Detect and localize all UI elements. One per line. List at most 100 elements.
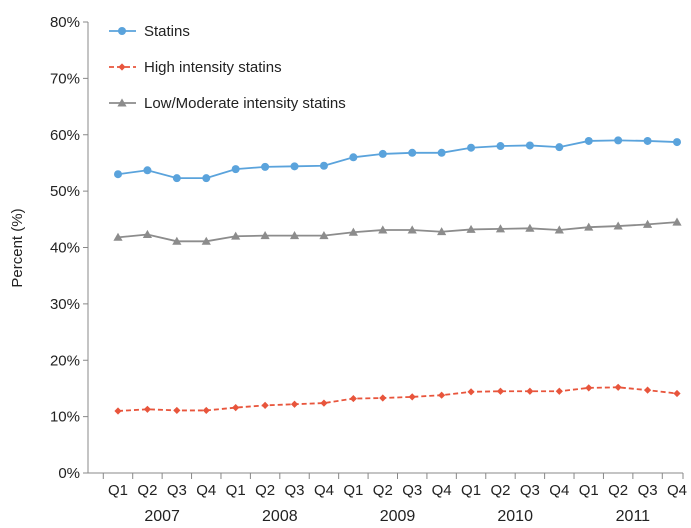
data-point bbox=[437, 148, 446, 157]
data-point bbox=[408, 393, 416, 401]
data-point bbox=[585, 384, 593, 392]
y-axis-ticks: 0% 10% 20% 30% 40% 50% 60% 70% 80% bbox=[50, 14, 88, 482]
x-tick-label: Q2 bbox=[373, 482, 393, 499]
data-point bbox=[613, 221, 623, 230]
x-tick-label: Q1 bbox=[343, 482, 363, 499]
data-point bbox=[290, 400, 299, 408]
data-point bbox=[673, 389, 681, 398]
legend-marker bbox=[118, 27, 126, 35]
data-point bbox=[379, 394, 387, 402]
x-tick-label: Q4 bbox=[314, 482, 334, 499]
data-point bbox=[202, 406, 210, 415]
year-label: 2011 bbox=[616, 508, 651, 525]
y-tick-label: 70% bbox=[50, 70, 80, 87]
data-point bbox=[143, 405, 152, 413]
x-tick-label: Q2 bbox=[255, 482, 275, 499]
series-line bbox=[117, 221, 678, 243]
data-point bbox=[378, 149, 387, 158]
data-point bbox=[525, 141, 534, 150]
series-statins bbox=[114, 136, 681, 183]
data-point bbox=[349, 394, 357, 403]
data-point bbox=[614, 136, 623, 145]
data-point bbox=[673, 138, 681, 147]
year-label: 2010 bbox=[497, 508, 533, 525]
data-point bbox=[319, 231, 329, 240]
data-point bbox=[408, 148, 417, 157]
y-tick-label: 50% bbox=[50, 183, 80, 200]
data-point bbox=[496, 387, 505, 395]
data-point bbox=[201, 236, 211, 245]
legend-item: Statins bbox=[109, 23, 190, 40]
data-point bbox=[378, 225, 388, 234]
data-point bbox=[643, 136, 652, 145]
legend-label: High intensity statins bbox=[144, 59, 282, 76]
x-tick-label: Q1 bbox=[108, 482, 128, 499]
data-point bbox=[554, 225, 564, 234]
x-tick-label: Q3 bbox=[520, 482, 540, 499]
data-point bbox=[290, 162, 299, 171]
data-point bbox=[173, 406, 181, 415]
data-point bbox=[289, 231, 300, 240]
legend-item: High intensity statins bbox=[109, 59, 282, 76]
x-tick-label: Q4 bbox=[667, 482, 687, 499]
series-line bbox=[117, 139, 678, 180]
data-point bbox=[643, 386, 652, 394]
data-point bbox=[114, 407, 122, 415]
legend: Statins High intensity statins Low/Moderat… bbox=[109, 23, 346, 112]
x-tick-label: Q4 bbox=[196, 482, 216, 499]
data-point bbox=[437, 227, 447, 236]
data-point bbox=[555, 143, 564, 152]
data-point bbox=[438, 391, 446, 399]
data-point bbox=[319, 161, 328, 170]
x-tick-label: Q3 bbox=[638, 482, 658, 499]
legend-marker bbox=[118, 63, 126, 71]
series-lines bbox=[113, 136, 682, 415]
data-point bbox=[113, 232, 123, 241]
data-point bbox=[172, 174, 181, 183]
data-point bbox=[642, 219, 653, 228]
data-point bbox=[525, 223, 535, 232]
data-point bbox=[467, 143, 476, 152]
x-axis-ticks: Q1 Q2 Q3 Q4 Q1 Q2 Q3 Q4 Q1 Q2 Q3 Q4 Q1 Q2 Q3 Q4 Q1 Q2 Q3 Q4 bbox=[102, 473, 687, 499]
x-tick-label: Q1 bbox=[579, 482, 599, 499]
x-tick-label: Q4 bbox=[432, 482, 452, 499]
y-tick-label: 10% bbox=[50, 409, 80, 426]
data-point bbox=[172, 236, 182, 245]
year-label: 2007 bbox=[144, 508, 180, 525]
x-tick-label: Q2 bbox=[490, 482, 510, 499]
data-point bbox=[466, 224, 476, 233]
data-point bbox=[467, 388, 475, 396]
data-point bbox=[349, 153, 358, 162]
legend-marker bbox=[117, 98, 127, 107]
data-point bbox=[114, 170, 122, 179]
data-point bbox=[348, 227, 358, 236]
data-point bbox=[143, 166, 152, 175]
x-tick-label: Q2 bbox=[608, 482, 628, 499]
data-point bbox=[555, 387, 563, 395]
data-point bbox=[672, 217, 682, 226]
series-line bbox=[117, 386, 678, 412]
x-tick-label: Q1 bbox=[461, 482, 481, 499]
data-point bbox=[142, 229, 153, 238]
year-labels: 2007 2008 2009 2010 2011 bbox=[144, 508, 650, 525]
data-point bbox=[232, 404, 240, 412]
x-tick-label: Q3 bbox=[402, 482, 422, 499]
data-point bbox=[320, 399, 328, 407]
year-label: 2009 bbox=[380, 508, 416, 525]
data-point bbox=[526, 387, 534, 395]
y-tick-label: 60% bbox=[50, 127, 80, 144]
x-tick-label: Q3 bbox=[285, 482, 305, 499]
data-point bbox=[260, 231, 270, 240]
y-tick-label: 20% bbox=[50, 352, 80, 369]
series-high-intensity-statins bbox=[114, 383, 681, 415]
x-tick-label: Q2 bbox=[137, 482, 157, 499]
data-point bbox=[261, 401, 269, 409]
data-point bbox=[202, 174, 211, 183]
data-point bbox=[261, 162, 270, 171]
data-point bbox=[231, 165, 240, 174]
y-tick-label: 30% bbox=[50, 296, 80, 313]
data-point bbox=[407, 225, 417, 234]
x-tick-label: Q3 bbox=[167, 482, 187, 499]
y-tick-label: 40% bbox=[50, 240, 80, 257]
